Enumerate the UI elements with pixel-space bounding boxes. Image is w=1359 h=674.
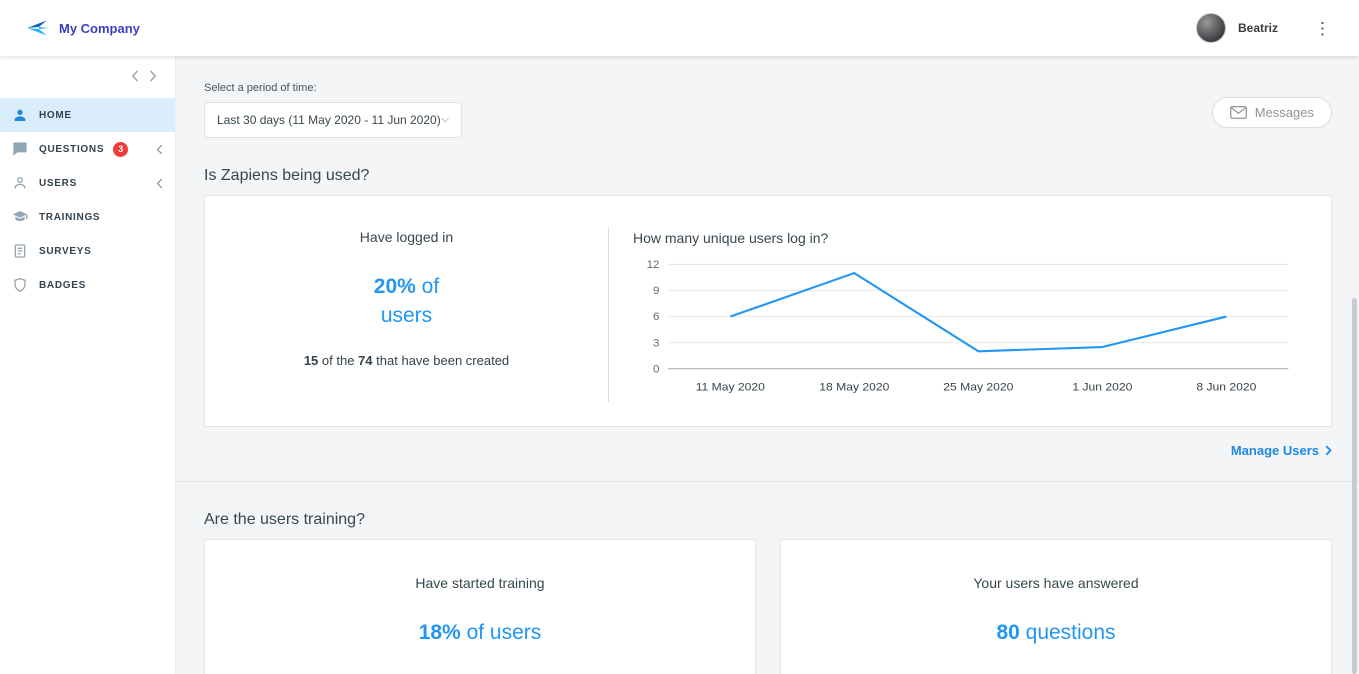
questions-card: Your users have answered 80 questions (780, 539, 1332, 674)
company-logo[interactable]: My Company (24, 15, 140, 41)
sidebar-item-trainings[interactable]: TRAININGS (0, 200, 175, 234)
vertical-scrollbar[interactable] (1352, 298, 1357, 674)
chevron-down-icon (441, 117, 449, 123)
svg-text:12: 12 (647, 259, 660, 271)
sidebar-item-label: QUESTIONS (39, 143, 105, 155)
unique-users-chart-panel: How many unique users log in? 0 3 6 9 12 11 M… (608, 227, 1331, 402)
svg-text:1 Jun 2020: 1 Jun 2020 (1072, 380, 1132, 394)
chevron-right-icon (1325, 445, 1332, 456)
user-icon (12, 175, 28, 191)
clipboard-icon (12, 243, 28, 259)
graduation-cap-icon (12, 209, 28, 225)
svg-text:9: 9 (653, 285, 659, 297)
sidebar-item-label: BADGES (39, 279, 86, 291)
chart-title: How many unique users log in? (633, 230, 829, 246)
sidebar-item-users[interactable]: USERS (0, 166, 175, 200)
badge-shield-icon (12, 277, 28, 293)
messages-button[interactable]: Messages (1211, 97, 1332, 128)
chevron-left-icon[interactable] (131, 70, 139, 82)
sidebar-item-home[interactable]: HOME (0, 98, 175, 132)
period-select-value: Last 30 days (11 May 2020 - 11 Jun 2020) (217, 113, 441, 127)
chevron-left-icon[interactable] (156, 178, 163, 189)
logged-in-percentage: 20% of users (373, 275, 440, 327)
logged-in-panel: Have logged in 20% of users 15 of the 74 … (205, 196, 608, 426)
user-name: Beatriz (1237, 21, 1278, 35)
envelope-icon (1229, 106, 1247, 119)
sidebar-item-label: SURVEYS (39, 245, 92, 257)
section-divider (175, 481, 1359, 482)
sidebar: HOME QUESTIONS 3 USERS TRAININGS SURVEYS (0, 56, 175, 674)
manage-users-label: Manage Users (1230, 443, 1319, 458)
sidebar-item-surveys[interactable]: SURVEYS (0, 234, 175, 268)
section-title-training: Are the users training? (204, 511, 365, 528)
chat-bubble-icon (12, 141, 28, 157)
svg-text:0: 0 (653, 364, 659, 376)
chevron-left-icon[interactable] (156, 144, 163, 155)
sidebar-item-label: HOME (39, 109, 72, 121)
svg-text:6: 6 (653, 311, 659, 323)
main-content: Select a period of time: Last 30 days (1… (175, 56, 1359, 674)
user-avatar[interactable] (1195, 13, 1226, 43)
training-card-title: Have started training (415, 575, 545, 591)
chevron-right-icon[interactable] (149, 70, 157, 82)
questions-badge: 3 (113, 141, 129, 157)
topbar: My Company Beatriz ⋮ (0, 0, 1359, 56)
svg-text:8 Jun 2020: 8 Jun 2020 (1196, 380, 1256, 394)
svg-text:25 May 2020: 25 May 2020 (943, 380, 1014, 394)
sidebar-item-questions[interactable]: QUESTIONS 3 (0, 132, 175, 166)
sidebar-item-label: TRAININGS (39, 211, 101, 223)
sidebar-item-label: USERS (39, 177, 77, 189)
home-person-icon (12, 107, 28, 123)
manage-users-link[interactable]: Manage Users (1231, 443, 1332, 458)
period-select[interactable]: Last 30 days (11 May 2020 - 11 Jun 2020) (204, 102, 462, 138)
section-title-usage: Is Zapiens being used? (204, 167, 370, 184)
logged-in-detail: 15 of the 74 that have been created (303, 353, 510, 368)
period-label: Select a period of time: (204, 82, 317, 94)
sidebar-collapse-controls (0, 56, 175, 98)
svg-text:3: 3 (653, 338, 659, 350)
paper-plane-icon (27, 20, 48, 36)
usage-card: Have logged in 20% of users 15 of the 74 … (204, 195, 1332, 427)
questions-card-title: Your users have answered (973, 575, 1139, 591)
svg-text:18 May 2020: 18 May 2020 (819, 380, 890, 394)
training-card: Have started training 18% of users (204, 539, 756, 674)
sidebar-item-badges[interactable]: BADGES (0, 268, 175, 302)
logged-in-title: Have logged in (359, 229, 454, 245)
messages-button-label: Messages (1254, 105, 1314, 120)
brand-name: My Company (59, 20, 140, 36)
questions-card-value: 80 questions (996, 621, 1116, 644)
kebab-menu-icon[interactable]: ⋮ (1314, 18, 1331, 38)
svg-text:11 May 2020: 11 May 2020 (696, 380, 766, 394)
unique-users-line-chart: 0 3 6 9 12 11 May 2020 18 May 2020 25 May 2020 1… (647, 259, 1289, 394)
training-card-value: 18% of users (418, 621, 542, 644)
